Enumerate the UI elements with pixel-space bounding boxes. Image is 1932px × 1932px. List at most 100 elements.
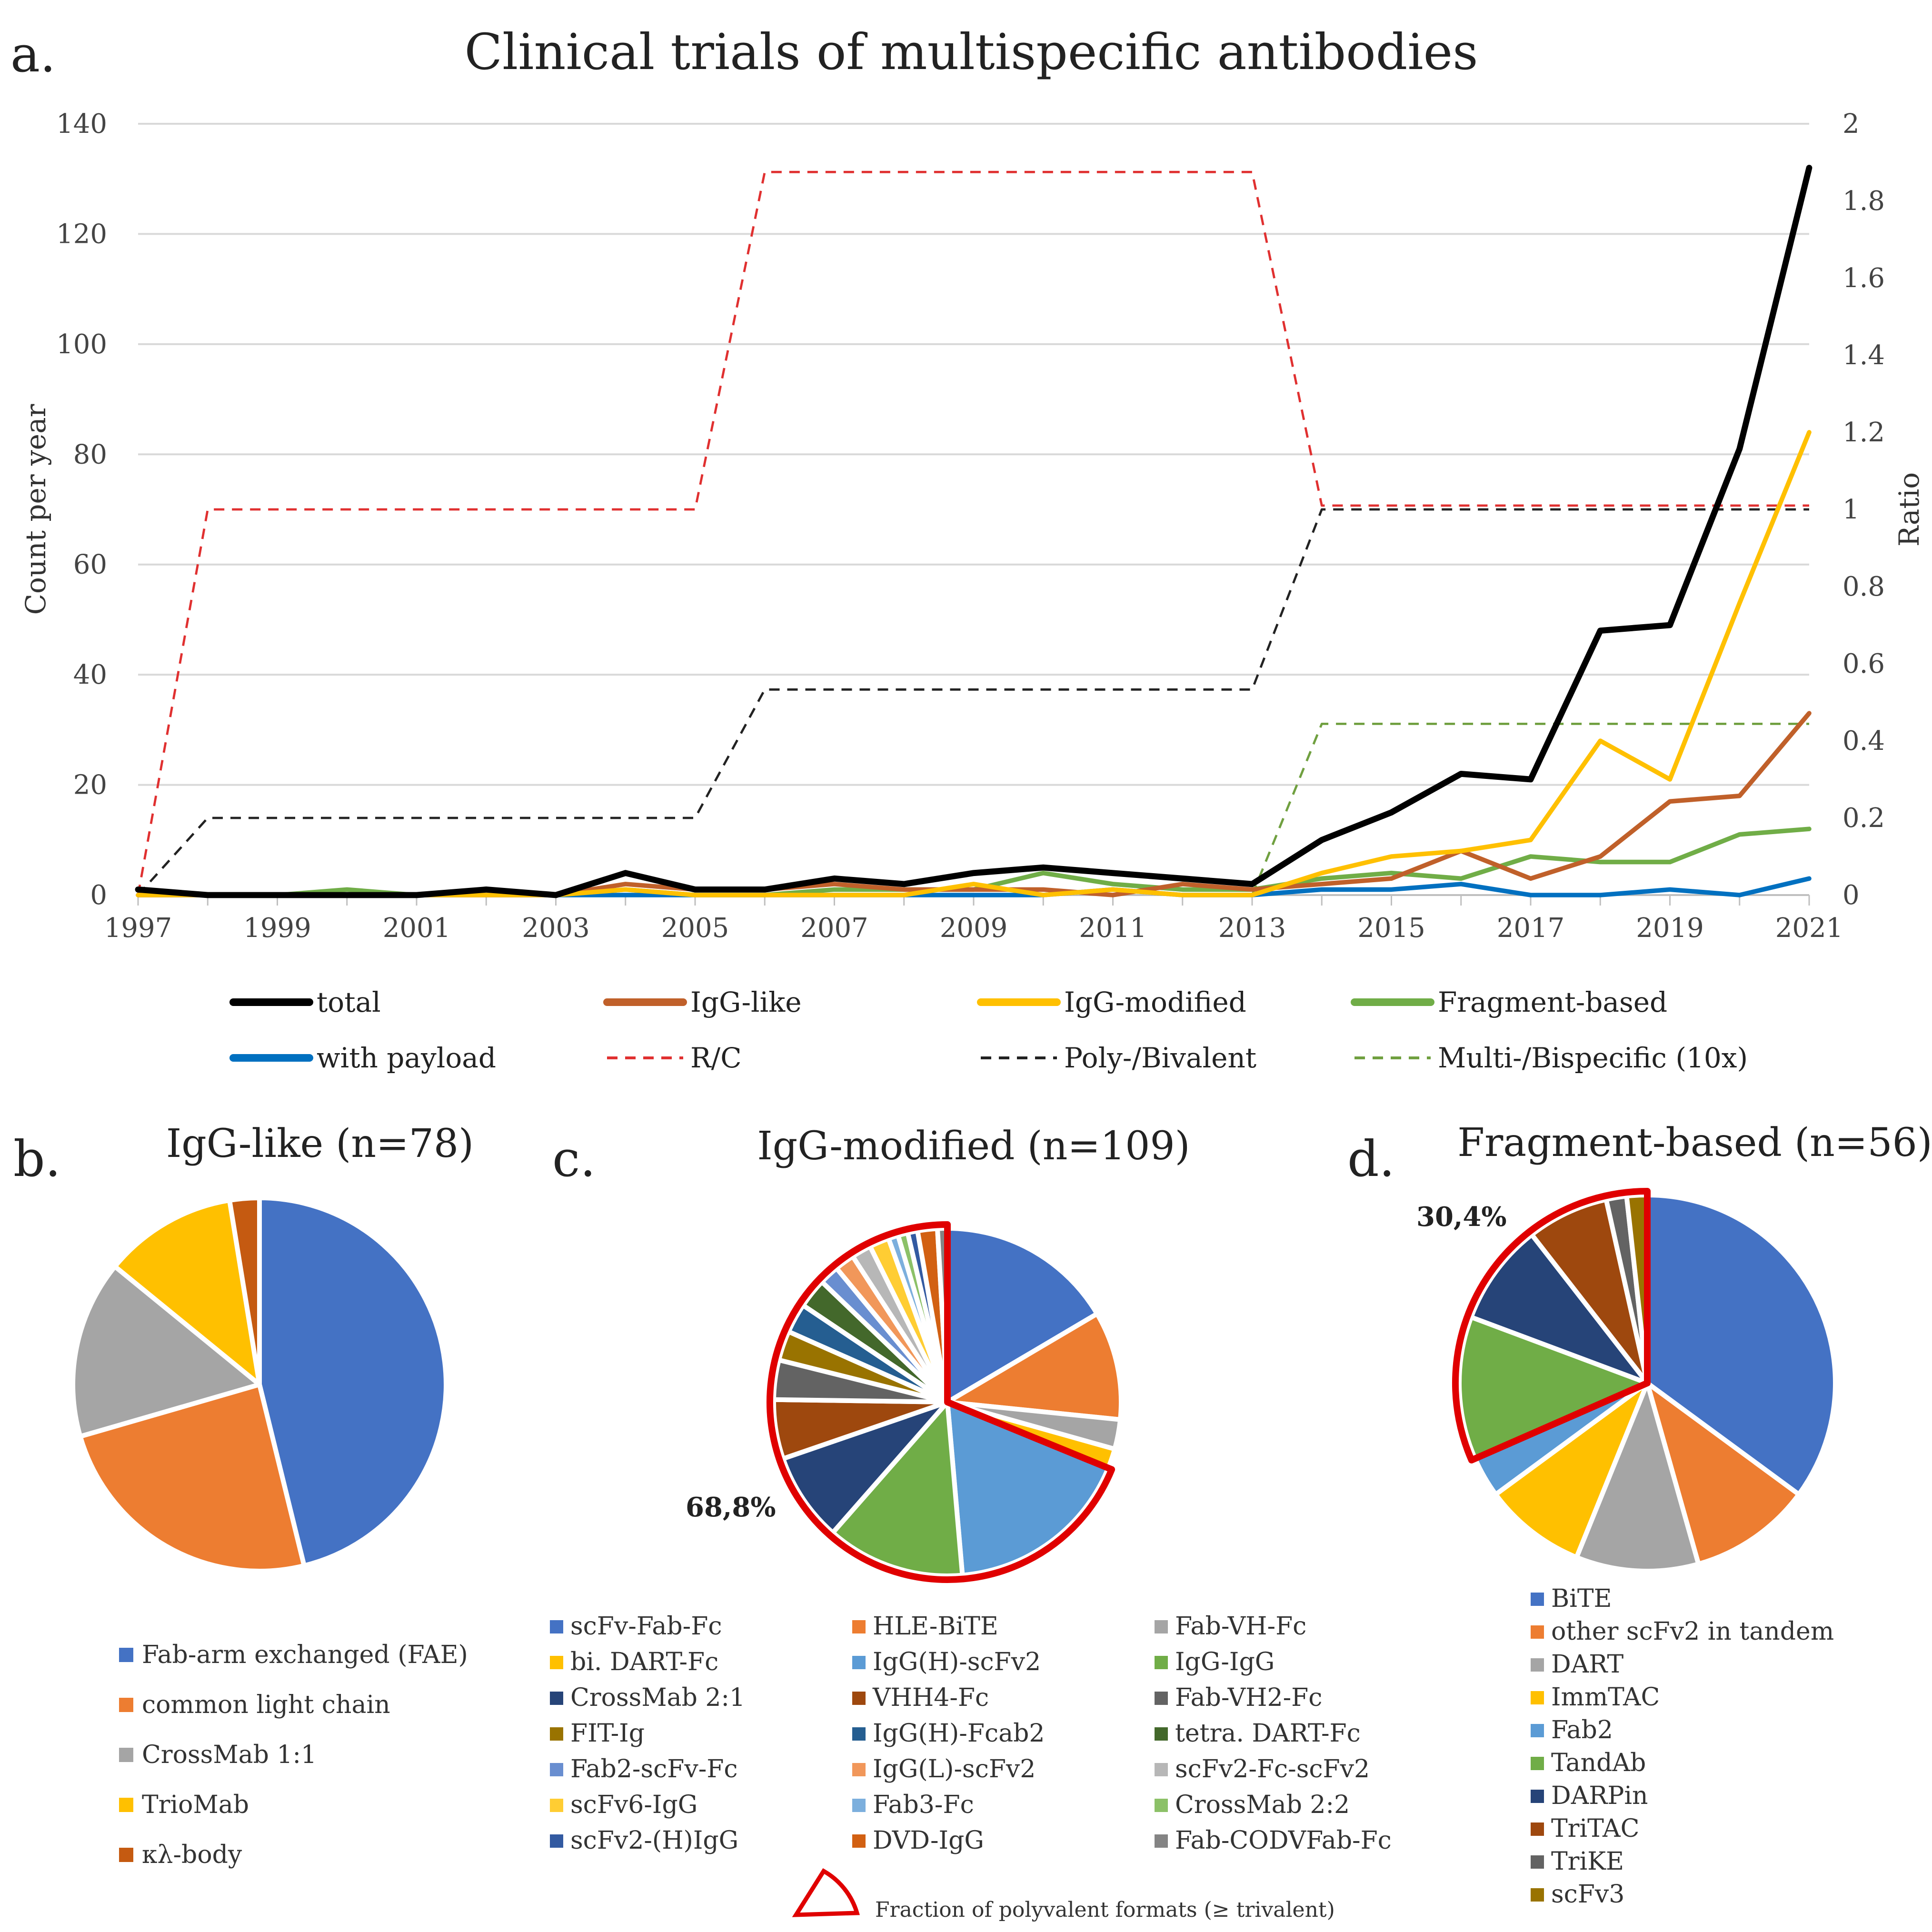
- x-tick-label: 2019: [1636, 913, 1704, 944]
- footnote-text: Fraction of polyvalent formats (≥ trival…: [875, 1898, 1335, 1922]
- x-tick-label: 2007: [800, 913, 868, 944]
- pie-b-legend: Fab-arm exchanged (FAE) common light chai…: [119, 1641, 468, 1869]
- y2-tick-label: 0: [1842, 880, 1860, 911]
- panel-d-letter: d.: [1347, 1130, 1395, 1188]
- legend-label-poly-bivalent: Poly-/Bivalent: [1064, 1042, 1256, 1074]
- legend-label-crossmab-2-2: CrossMab 2:2: [1175, 1791, 1350, 1819]
- pie-c-slices: [767, 1221, 1124, 1583]
- pie-slice-igg-h-scfv2: [945, 1400, 1111, 1578]
- y-tick-label: 80: [73, 439, 107, 470]
- x-tick-label: 1997: [104, 913, 172, 944]
- legend-label-immtac: ImmTAC: [1551, 1683, 1660, 1712]
- x-tick-label: 2017: [1497, 913, 1565, 944]
- polyvalent-highlight-outline: [1452, 1188, 1651, 1464]
- pie-slice-body: [227, 1195, 262, 1387]
- pie-slice-other-scfv2-in-tandem: [1645, 1381, 1802, 1567]
- y2-tick-label: 1.8: [1842, 186, 1885, 217]
- pie-d-title: Fragment-based (n=56): [1457, 1120, 1932, 1165]
- panel-c-letter: c.: [552, 1130, 596, 1188]
- pie-b-title: IgG-like (n=78): [166, 1121, 474, 1166]
- legend-label-vhh4-fc: VHH4-Fc: [872, 1683, 989, 1712]
- y-tick-label: 140: [56, 109, 107, 139]
- legend-label-fit-ig: FIT-Ig: [570, 1719, 645, 1748]
- x-tick-label: 2011: [1079, 913, 1147, 944]
- legend-swatch-bite: [1531, 1593, 1544, 1606]
- legend-label-fab2-scfv-fc: Fab2-scFv-Fc: [570, 1755, 738, 1783]
- legend-label-fragment-based: Fragment-based: [1438, 986, 1667, 1018]
- legend-swatch-scfv3: [1531, 1888, 1544, 1902]
- pie-c-title: IgG-modified (n=109): [757, 1124, 1190, 1169]
- y2-tick-label: 2: [1842, 109, 1860, 139]
- legend-swatch-tandab: [1531, 1757, 1544, 1770]
- legend-swatch-triomab: [119, 1798, 133, 1812]
- legend-swatch-body: [119, 1848, 133, 1862]
- legend-label-scfv6-igg: scFv6-IgG: [570, 1791, 697, 1819]
- legend-swatch-darpin: [1531, 1790, 1544, 1803]
- pie-c-legend: scFv-Fab-Fc HLE-BiTE Fab-VH-Fc bi. DART-Fc I…: [550, 1612, 1392, 1855]
- legend-label-bi-dart-fc: bi. DART-Fc: [570, 1648, 718, 1676]
- pie-c-percent-label: 68,8%: [686, 1492, 776, 1523]
- pie-slice-immtac: [1493, 1381, 1650, 1560]
- legend-swatch-scfv-fab-fc: [550, 1620, 563, 1633]
- legend-label-trike: TriKE: [1551, 1847, 1624, 1876]
- legend-label-common-light-chain: common light chain: [142, 1691, 390, 1719]
- x-tick-label: 2001: [383, 913, 451, 944]
- legend-swatch-fab2-scfv-fc: [550, 1763, 563, 1776]
- legend-swatch-scfv6-igg: [550, 1799, 563, 1812]
- legend-swatch-hle-bite: [852, 1620, 866, 1633]
- legend-label-r-c: R/C: [690, 1042, 742, 1074]
- legend-label-hle-bite: HLE-BiTE: [873, 1612, 998, 1641]
- legend-label-igg-h-scfv2: IgG(H)-scFv2: [873, 1648, 1041, 1676]
- legend-swatch-igg-igg: [1155, 1656, 1168, 1669]
- pie-d-legend: BiTE other scFv2 in tandem DART ImmTAC Fab2 T…: [1531, 1584, 1834, 1909]
- legend-label-fab-codvfab-fc: Fab-CODVFab-Fc: [1175, 1826, 1392, 1855]
- pie-slice-crossmab-2-1: [780, 1400, 950, 1535]
- y2-tick-label: 1: [1842, 494, 1860, 525]
- polyvalent-highlight-outline: [767, 1221, 1115, 1583]
- y-tick-label: 100: [56, 329, 107, 360]
- x-axis: 1997 1999 2001 2003 2005 2007 2009 2011 2013 2015…: [104, 894, 1843, 944]
- series-line-total: [135, 165, 1812, 898]
- legend-swatch-tritac: [1531, 1822, 1544, 1836]
- legend-swatch-fab-vh2-fc: [1155, 1692, 1168, 1705]
- legend-label-scfv2-fc-scfv2: scFv2-Fc-scFv2: [1175, 1755, 1370, 1783]
- pie-slice-tritac: [1529, 1197, 1650, 1385]
- legend-label-igg-like: IgG-like: [690, 986, 802, 1018]
- legend-swatch-crossmab-2-1: [550, 1692, 563, 1705]
- legend-swatch-tetra-dart-fc: [1155, 1727, 1168, 1741]
- legend-label-body: κλ-body: [142, 1841, 242, 1869]
- y2-tick-label: 1.4: [1842, 340, 1885, 371]
- pie-slice-dart: [1574, 1381, 1701, 1573]
- line-chart: Clinical trials of multispecific antibod…: [20, 23, 1925, 1074]
- legend-swatch-immtac: [1531, 1691, 1544, 1704]
- series-line-igg-modified: [136, 430, 1812, 897]
- legend-label-dart: DART: [1551, 1650, 1623, 1679]
- pie-chart-igg-like: IgG-like (n=78) Fab-arm exchanged (FAE) c…: [70, 1121, 474, 1869]
- y-tick-label: 40: [73, 659, 107, 690]
- pie-slice-fab-arm-exchanged-fae: [257, 1195, 448, 1568]
- series-line-poly-bivalent: [137, 508, 1809, 896]
- legend-label-other-scfv2-in-tandem: other scFv2 in tandem: [1551, 1617, 1834, 1646]
- grid: [138, 123, 1809, 896]
- polyvalent-sector-icon: [792, 1868, 860, 1917]
- pie-slice-hle-bite: [945, 1311, 1124, 1422]
- legend-label-fab2: Fab2: [1551, 1716, 1613, 1744]
- y-tick-label: 0: [90, 880, 107, 911]
- legend-label-triomab: TrioMab: [142, 1791, 249, 1819]
- y-axis-label: Count per year: [20, 404, 52, 615]
- x-tick-label: 2005: [661, 913, 729, 944]
- legend-swatch-fab-vh-fc: [1155, 1620, 1168, 1633]
- legend-label-fab-vh-fc: Fab-VH-Fc: [1175, 1612, 1306, 1641]
- pie-d-slices: [1452, 1188, 1838, 1573]
- legend-label-igg-l-scfv2: IgG(L)-scFv2: [873, 1755, 1036, 1783]
- y2-axis-label: Ratio: [1893, 472, 1925, 547]
- y2-tick-label: 0.2: [1842, 803, 1885, 834]
- y-tick-label: 20: [73, 770, 107, 801]
- x-tick-label: 1999: [243, 913, 311, 944]
- pie-slice-crossmab-1-1: [70, 1264, 262, 1439]
- panel-a-letter: a.: [10, 25, 56, 83]
- legend-swatch-other-scfv2-in-tandem: [1531, 1625, 1544, 1639]
- polyvalent-footnote: Fraction of polyvalent formats (≥ trival…: [792, 1868, 1335, 1922]
- legend-swatch-common-light-chain: [119, 1698, 133, 1712]
